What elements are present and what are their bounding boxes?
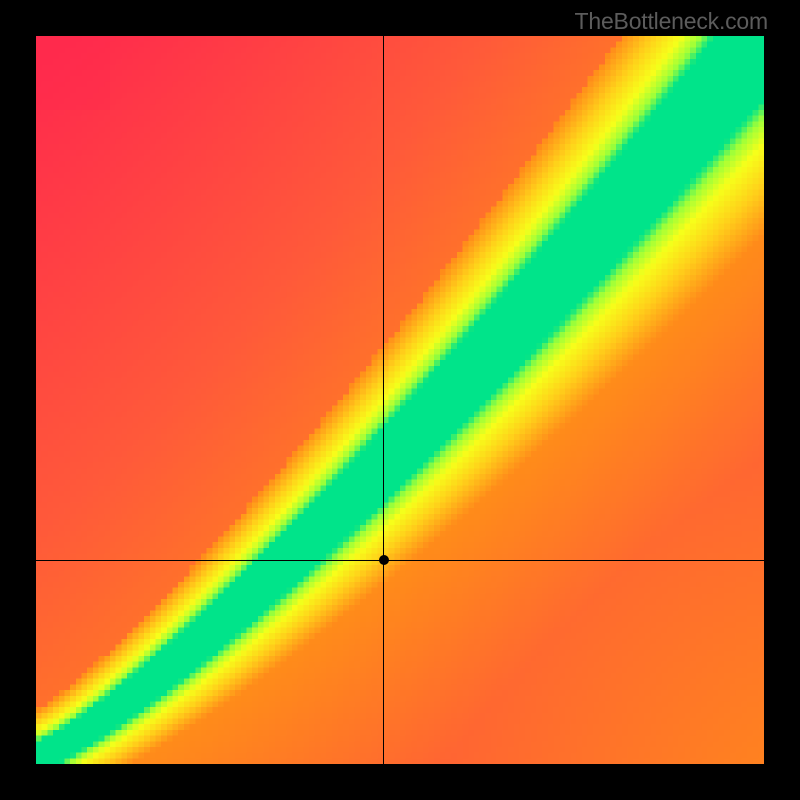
- crosshair-vertical: [383, 36, 384, 764]
- watermark-text: TheBottleneck.com: [575, 8, 768, 35]
- bottleneck-heatmap: [36, 36, 764, 764]
- crosshair-horizontal: [36, 560, 764, 561]
- crosshair-marker: [379, 555, 389, 565]
- figure: TheBottleneck.com: [0, 0, 800, 800]
